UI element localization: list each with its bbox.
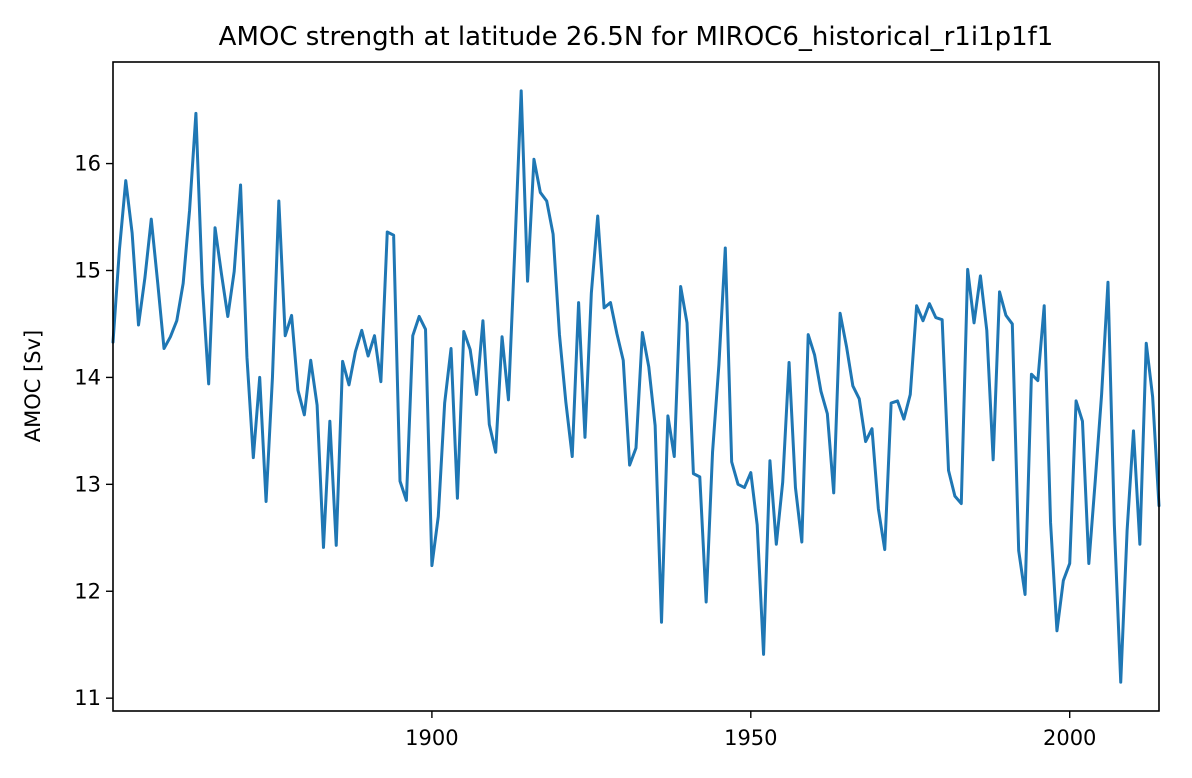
y-axis-label: AMOC [Sv] xyxy=(21,330,45,443)
y-tick-label: 13 xyxy=(74,472,101,496)
plot-area xyxy=(111,89,1161,684)
x-tick-label: 1900 xyxy=(405,726,458,750)
series-line xyxy=(111,89,1161,684)
y-tick-label: 16 xyxy=(74,152,101,176)
y-tick-label: 12 xyxy=(74,579,101,603)
x-axis: 1900 1950 2000 xyxy=(405,711,1096,750)
y-tick-label: 14 xyxy=(74,365,101,389)
x-tick-label: 1950 xyxy=(724,726,777,750)
chart-title: AMOC strength at latitude 26.5N for MIRO… xyxy=(219,22,1054,52)
y-axis: 11 12 13 14 15 16 xyxy=(74,152,113,710)
y-tick-label: 11 xyxy=(74,686,101,710)
plot-frame xyxy=(112,61,1160,712)
x-tick-label: 2000 xyxy=(1043,726,1096,750)
y-tick-label: 15 xyxy=(74,258,101,282)
